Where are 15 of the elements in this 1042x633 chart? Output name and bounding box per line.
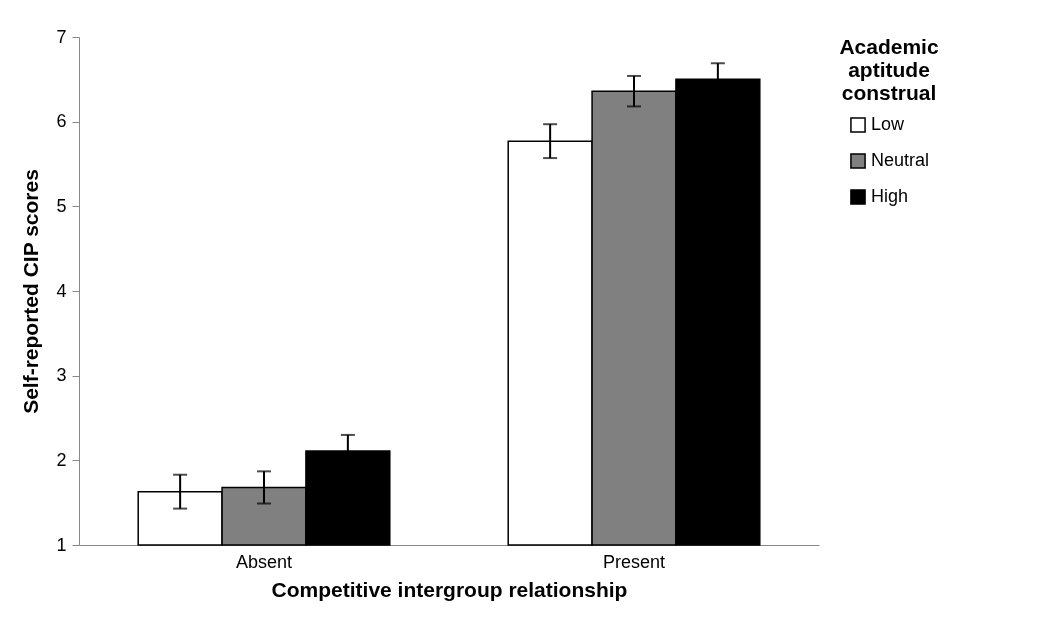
- y-tick-label: 3: [56, 365, 67, 386]
- x-tick-label: Present: [602, 551, 666, 572]
- legend-title: Academic aptitude construal: [839, 35, 939, 104]
- legend-label: High: [871, 186, 909, 206]
- y-tick-label: 1: [56, 534, 67, 555]
- y-tick-label: 4: [56, 280, 67, 301]
- y-tick-label: 2: [56, 449, 67, 470]
- y-axis-title: Self-reported CIP scores: [19, 169, 43, 414]
- y-tick-label: 7: [56, 26, 67, 47]
- legend-label: Neutral: [871, 150, 930, 170]
- y-tick-label: 5: [56, 195, 67, 216]
- y-tick-label: 6: [56, 111, 67, 132]
- x-axis-title: Competitive intergroup relationship: [271, 577, 628, 601]
- legend-label: Low: [871, 114, 906, 134]
- x-tick-label: Absent: [235, 551, 293, 572]
